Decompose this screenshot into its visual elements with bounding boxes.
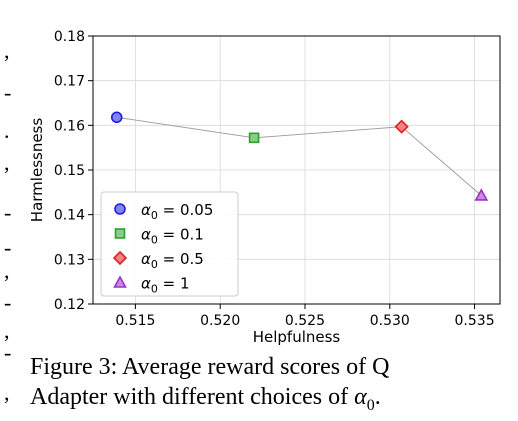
x-tick-label: 0.525	[285, 313, 325, 329]
legend-label: α0 = 0.05	[141, 201, 213, 222]
legend-label: α0 = 0.1	[141, 226, 204, 247]
legend-item: α0 = 0.5	[112, 250, 204, 271]
x-tick-label: 0.520	[200, 313, 240, 329]
data-point-triangle	[474, 188, 489, 201]
y-axis-label: Harmlessness	[28, 118, 46, 223]
left-margin-mark: ,	[4, 150, 10, 175]
left-margin-mark: ,	[4, 380, 10, 405]
legend-marker-diamond	[112, 250, 128, 266]
legend-value: = 0.05	[158, 201, 214, 219]
y-tick-label: 0.13	[54, 252, 85, 268]
legend-alpha-subscript: 0	[151, 283, 158, 296]
legend-item: α0 = 0.1	[114, 226, 204, 247]
legend-value: = 1	[158, 275, 190, 293]
data-points	[110, 111, 489, 201]
y-tick-label: 0.12	[54, 297, 85, 313]
left-margin-mark: ,	[4, 318, 10, 343]
legend-alpha: α	[141, 226, 151, 244]
y-tick-label: 0.16	[54, 118, 85, 134]
legend-alpha: α	[141, 250, 151, 268]
x-tick-label: 0.515	[115, 313, 155, 329]
left-margin-mark: -	[4, 340, 12, 365]
legend-marker-triangle	[113, 275, 127, 288]
x-axis-ticks: 0.515 0.520 0.525 0.530 0.535	[115, 304, 495, 329]
legend-item: α0 = 1	[113, 275, 190, 296]
legend-alpha-subscript: 0	[151, 258, 158, 271]
data-point-circle	[110, 111, 123, 124]
left-margin-mark: -	[4, 80, 12, 105]
legend-marker-square	[114, 228, 126, 239]
left-margin-mark: -	[4, 290, 12, 315]
legend-alpha-subscript: 0	[151, 234, 158, 247]
series-connecting-line	[116, 116, 482, 196]
legend-item: α0 = 0.05	[114, 201, 213, 222]
caption-alpha-symbol: α	[354, 384, 367, 410]
legend-value: = 0.1	[158, 226, 204, 244]
left-margin-mark: .	[4, 118, 10, 143]
caption-alpha-subscript: 0	[366, 396, 375, 414]
legend-label: α0 = 0.5	[141, 250, 204, 271]
x-axis-label: Helpfulness	[253, 328, 341, 346]
figure-caption: Figure 3: Average reward scores of Q Ada…	[30, 352, 518, 421]
left-margin-mark: ,	[4, 38, 10, 63]
x-tick-label: 0.530	[370, 313, 410, 329]
y-axis-ticks: 0.12 0.13 0.14 0.15 0.16 0.17 0.18	[54, 29, 93, 313]
y-tick-label: 0.17	[54, 74, 85, 90]
legend-marker-circle	[114, 203, 126, 215]
caption-line-2-prefix: Adapter with different choices of	[30, 384, 355, 410]
data-point-square	[248, 132, 260, 144]
left-margin-mark: ,	[4, 258, 10, 283]
caption-line-1: Figure 3: Average reward scores of Q	[30, 354, 390, 380]
legend-value: = 0.5	[158, 250, 204, 268]
legend-alpha: α	[141, 275, 151, 293]
chart: 0.120.130.140.150.160.170.18 0.515 0.520 0…	[28, 29, 501, 346]
data-point-diamond	[394, 119, 409, 134]
left-margin-mark: -	[4, 200, 12, 225]
legend-alpha-subscript: 0	[151, 209, 158, 222]
caption-line-2: Adapter with different choices of α0.	[30, 382, 518, 421]
caption-line-2-suffix: .	[374, 384, 381, 410]
legend-label: α0 = 1	[141, 275, 190, 296]
legend-alpha: α	[141, 201, 151, 219]
x-tick-label: 0.535	[455, 313, 495, 329]
legend-box	[100, 191, 239, 297]
y-tick-label: 0.14	[54, 208, 85, 224]
left-margin-mark: -	[4, 235, 12, 260]
y-tick-label: 0.15	[54, 163, 85, 179]
left-margin-fragments: ,-.,--,-,-,	[0, 0, 30, 416]
y-tick-label: 0.18	[54, 29, 85, 45]
